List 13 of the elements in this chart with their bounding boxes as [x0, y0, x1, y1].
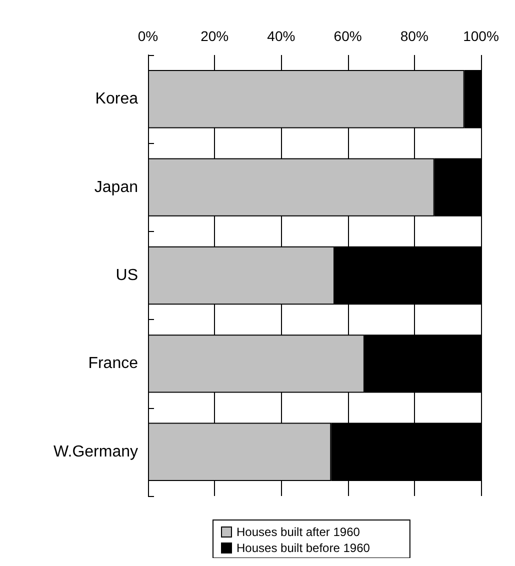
x-tick-label: 20% [200, 28, 229, 44]
x-tick-label: 40% [267, 28, 296, 44]
x-tick-label: 0% [138, 28, 158, 44]
legend-label: Houses built before 1960 [236, 541, 370, 555]
y-tick-label: Japan [94, 178, 138, 196]
x-tick-label: 100% [463, 28, 499, 44]
y-tick-label: W.Germany [54, 443, 138, 460]
y-tick-label: Korea [95, 90, 138, 108]
y-tick-label: France [88, 355, 138, 372]
x-tick-label: 80% [400, 28, 428, 44]
y-tick-label: US [116, 267, 138, 284]
legend-label: Houses built after 1960 [236, 525, 360, 539]
x-tick-label: 60% [334, 28, 362, 44]
